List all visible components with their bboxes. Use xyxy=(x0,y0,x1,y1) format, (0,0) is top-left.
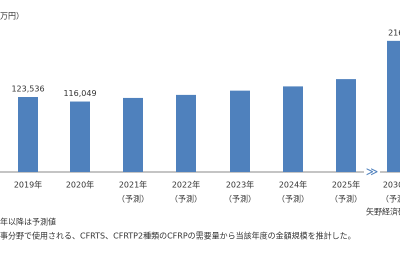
unit-label: 万円） xyxy=(0,12,24,21)
x-tick-sublabel: （予測） xyxy=(381,194,400,204)
bar xyxy=(336,79,356,172)
x-tick-label: 2023年 xyxy=(226,180,254,190)
bar xyxy=(70,101,90,172)
x-tick-label: 2030年 xyxy=(383,180,400,190)
bar xyxy=(283,86,303,172)
value-label: 216, xyxy=(388,28,400,37)
bar xyxy=(123,97,143,172)
bar xyxy=(387,40,400,172)
x-tick-sublabel: （予測） xyxy=(170,194,202,204)
x-tick-label: 2021年 xyxy=(119,180,147,190)
axis-break: ≫ xyxy=(366,165,379,179)
bar xyxy=(176,94,196,172)
bar xyxy=(230,90,250,172)
note: 事分野で使用される、CFRTS、CFRTP2種類のCFRPの需要量から当該年度の… xyxy=(0,231,356,241)
x-tick-label: 2025年 xyxy=(332,180,360,190)
x-tick-label: 2019年 xyxy=(14,180,42,190)
x-tick-sublabel: （予測） xyxy=(224,194,256,204)
axis-break-bg xyxy=(364,165,380,179)
x-tick-sublabel: （予測） xyxy=(117,194,149,204)
x-tick-sublabel: （予測） xyxy=(277,194,309,204)
note: 年以降は予測値 xyxy=(0,217,56,227)
bar xyxy=(18,97,38,172)
x-tick-sublabel: （予測） xyxy=(330,194,362,204)
source: 矢野経済研究所 xyxy=(366,207,400,217)
value-label: 123,536 xyxy=(11,85,44,94)
x-tick-label: 2022年 xyxy=(172,180,200,190)
value-label: 116,049 xyxy=(63,89,96,98)
x-tick-label: 2024年 xyxy=(279,180,307,190)
x-tick-label: 2020年 xyxy=(66,180,94,190)
